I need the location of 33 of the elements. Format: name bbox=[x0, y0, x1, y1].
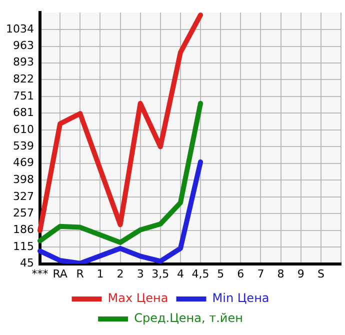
x-tick-label: RA bbox=[52, 267, 68, 280]
x-tick-label: 1 bbox=[96, 267, 104, 280]
x-tick-label: R bbox=[76, 267, 84, 280]
y-tick-label: 822 bbox=[12, 72, 34, 86]
y-tick-label: 186 bbox=[12, 223, 34, 236]
y-tick-label: 398 bbox=[12, 173, 34, 186]
y-tick-label: 469 bbox=[12, 156, 34, 170]
y-tick-label: 963 bbox=[12, 39, 34, 52]
y-tick-label: 45 bbox=[20, 256, 34, 270]
x-tick-label: 9 bbox=[297, 267, 304, 280]
legend-label: Max Цена bbox=[108, 291, 168, 306]
y-tick-label: 257 bbox=[12, 206, 34, 220]
x-tick-label: 4 bbox=[176, 267, 184, 280]
x-tick-label: *** bbox=[32, 267, 49, 280]
x-tick-label: 8 bbox=[277, 267, 284, 280]
y-tick-label: 893 bbox=[12, 56, 34, 69]
legend-label: Min Цена bbox=[212, 291, 270, 306]
x-tick-label: 7 bbox=[257, 267, 264, 280]
y-tick-label: 610 bbox=[12, 122, 34, 136]
x-tick-label: 6 bbox=[237, 267, 244, 280]
y-tick-label: 751 bbox=[12, 89, 34, 102]
y-tick-label: 539 bbox=[12, 140, 34, 153]
y-tick-label: 327 bbox=[12, 190, 34, 203]
legend-label: Сред.Цена, т.йен bbox=[134, 311, 243, 326]
x-tick-label: 5 bbox=[217, 267, 224, 280]
x-tick-label: S bbox=[317, 267, 324, 280]
x-tick-label: 3 bbox=[136, 267, 144, 280]
y-tick-label: 115 bbox=[12, 240, 34, 254]
x-tick-label: 2 bbox=[116, 267, 124, 280]
x-tick-label: 3,5 bbox=[152, 267, 170, 280]
x-tick-label: 4,5 bbox=[192, 267, 210, 280]
y-tick-label: 681 bbox=[12, 106, 34, 119]
y-tick-label: 1034 bbox=[6, 22, 34, 36]
